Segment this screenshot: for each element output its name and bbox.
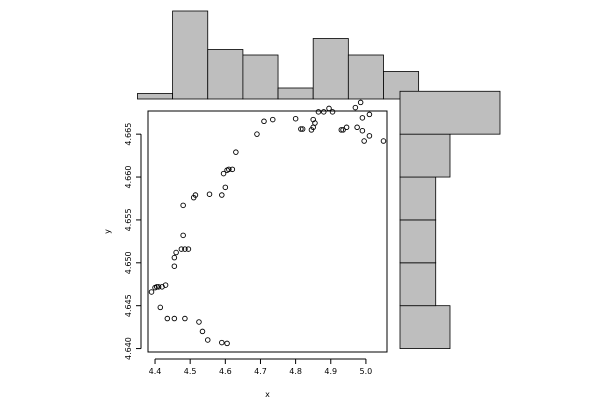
data-point [171, 315, 178, 322]
data-point [162, 282, 169, 288]
data-point [173, 249, 179, 256]
data-point [320, 109, 327, 115]
x-tick-label: 4.5 [184, 367, 197, 376]
right-histogram-bar [399, 305, 451, 349]
y-tick-label: 4.660 [124, 166, 133, 189]
top-histogram-bar [172, 10, 209, 100]
data-point [329, 109, 336, 115]
data-point [270, 116, 276, 123]
y-axis-title: y [103, 229, 112, 234]
data-point [338, 127, 345, 133]
y-tick-label: 4.655 [124, 208, 133, 231]
right-histogram-bar [399, 176, 437, 221]
top-histogram-bar [312, 38, 349, 100]
data-point [148, 289, 155, 295]
data-point [182, 315, 188, 322]
scatter-plot-frame [147, 110, 388, 353]
x-tick-label: 4.9 [324, 367, 337, 376]
top-histogram-bar [137, 93, 174, 100]
data-point [171, 254, 178, 261]
data-point [357, 99, 364, 106]
data-point [359, 127, 366, 134]
data-point [299, 126, 306, 132]
data-point [196, 319, 202, 325]
data-point [354, 124, 360, 131]
top-histogram-bar [277, 87, 314, 100]
data-point [155, 284, 162, 290]
data-point [326, 105, 332, 112]
data-point [180, 202, 186, 209]
data-point [343, 124, 350, 131]
right-histogram-bar [399, 219, 437, 264]
data-point [206, 191, 213, 197]
x-tick-label: 5.0 [360, 367, 373, 376]
right-histogram-bar [399, 262, 437, 307]
right-marginal-histogram [399, 90, 501, 349]
y-tick-label: 4.640 [124, 337, 133, 360]
data-point [192, 192, 199, 198]
data-point [224, 340, 230, 347]
x-tick-label: 4.7 [254, 367, 267, 376]
data-point [222, 184, 229, 191]
data-point [185, 246, 192, 252]
data-point [182, 246, 188, 252]
data-point [233, 149, 239, 155]
data-point [366, 111, 373, 118]
top-marginal-histogram [137, 10, 420, 100]
data-point [261, 118, 267, 125]
data-point [315, 109, 322, 115]
data-point [171, 263, 178, 269]
data-point [312, 120, 318, 126]
data-point [340, 127, 346, 133]
x-axis-title: x [265, 390, 270, 399]
data-point [292, 115, 299, 122]
data-point [154, 284, 160, 290]
x-axis: 4.4 4.5 4.6 4.7 4.8 4.9 5.0 [149, 358, 373, 376]
data-point [180, 232, 186, 239]
top-histogram-bar [207, 49, 244, 100]
data-point [220, 170, 227, 177]
data-point [359, 115, 366, 121]
top-histogram-bar [347, 54, 384, 100]
x-tick-label: 4.4 [149, 367, 162, 376]
data-point [219, 339, 225, 346]
data-point [178, 246, 185, 252]
data-point [219, 192, 225, 198]
right-histogram-bar [399, 133, 451, 178]
y-tick-label: 4.650 [124, 251, 133, 274]
right-histogram-bar [399, 90, 501, 135]
y-axis: 4.640 4.645 4.650 4.655 4.660 4.665 [124, 123, 142, 360]
data-point [157, 304, 164, 311]
x-tick-label: 4.6 [219, 367, 232, 376]
data-point [226, 166, 232, 173]
data-point [298, 126, 304, 132]
top-histogram-bar [242, 54, 279, 100]
data-point [164, 315, 171, 322]
data-point [361, 138, 367, 144]
y-tick-label: 4.665 [124, 123, 133, 146]
data-point [229, 166, 236, 173]
data-point [199, 328, 206, 335]
data-point [366, 133, 373, 139]
data-point [204, 337, 211, 343]
y-tick-label: 4.645 [124, 294, 133, 317]
x-tick-label: 4.8 [289, 367, 302, 376]
data-point [352, 104, 359, 111]
scatter-points [148, 99, 387, 347]
data-point [254, 131, 260, 137]
data-point [380, 138, 387, 144]
